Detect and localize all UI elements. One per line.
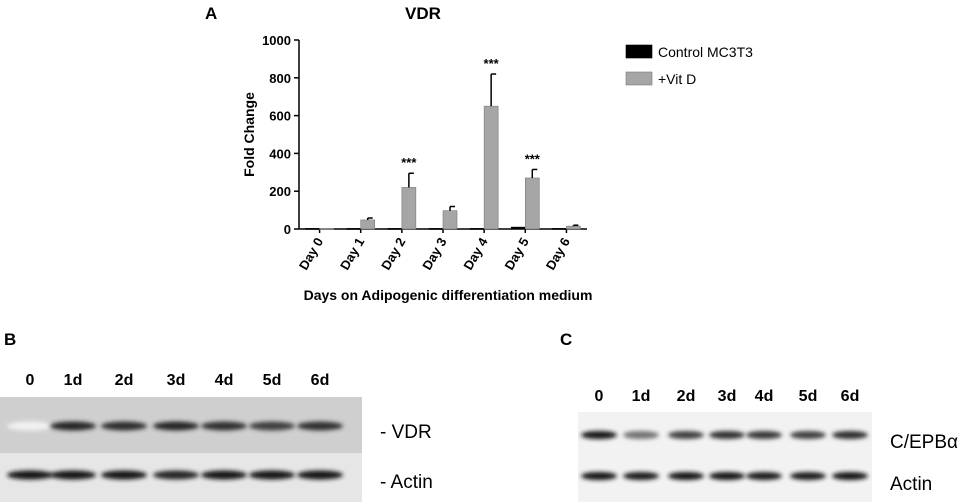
bar [483,105,499,230]
bar [469,228,485,230]
panel-c-band [581,472,617,480]
legend-label: +Vit D [658,71,696,87]
x-tick-label: Day 3 [419,235,449,273]
panel-b-band [153,470,199,480]
panel-c-lane-label: 1d [631,388,651,405]
panel-c-letter: C [560,330,573,349]
significance-label: *** [525,151,541,166]
bar [305,228,320,230]
significance-label: *** [401,155,417,170]
legend-swatch [625,71,653,86]
panel-c-lane-label: 4d [754,388,774,405]
x-axis-label: Days on Adipogenic differentiation mediu… [304,287,593,303]
bar [442,210,458,230]
y-axis-label: Fold Change [241,92,257,177]
panel-b-blot [0,397,362,502]
panel-c-band [790,431,826,439]
panel-c-band [832,431,868,439]
bar [360,219,376,230]
significance-label: *** [484,56,500,71]
panel-b-band-label-actin: - Actin [380,472,433,493]
panel-b-lane-label: 1d [63,372,83,389]
panel-c-band [790,472,826,480]
x-tick-label: Day 6 [543,235,573,273]
panel-b-band [101,421,147,431]
chart-title: VDR [405,4,441,23]
panel-b-band [50,421,96,431]
panel-c-blot [578,412,872,502]
panel-b-lane-label: 4d [214,372,234,389]
bar [319,228,334,230]
y-tick-label: 800 [269,71,291,86]
bar [401,187,417,230]
legend-label: Control MC3T3 [658,44,753,60]
panel-c-lane-label: 5d [798,388,818,405]
panel-c-band [668,472,704,480]
panel-b-letter: B [4,330,17,349]
panel-c-membrane [578,412,872,502]
bar [510,226,526,230]
panel-c-band-label-cebpa: C/EPBα [890,432,959,453]
panel-c-lane-label: 0 [594,388,604,405]
panel-c-band [623,431,659,439]
panel-b-lane-label: 6d [310,372,330,389]
panel-b-band [201,421,247,431]
y-tick-label: 1000 [262,33,291,48]
panel-c-band [709,431,745,439]
legend-swatch [625,44,653,59]
panel-b-band [153,421,199,431]
bar [524,177,540,230]
vdr-bar-chart: VDR 0 200 400 600 800 1000 Fold Change Day 0 Day … [241,4,753,303]
bar [387,228,403,230]
panel-b-band [249,421,295,431]
y-tick-label: 600 [269,109,291,124]
panel-c-lane-label: 3d [717,388,737,405]
panel-b-band [101,470,147,480]
panel-a-letter: A [205,4,218,23]
panel-c-band [746,472,782,480]
panel-b-band [297,470,343,480]
bar [428,228,444,230]
panel-c-lane-label: 2d [676,388,696,405]
panel-c-band [832,472,868,480]
x-tick-label: Day 0 [296,235,326,273]
panel-c-band [581,431,617,439]
panel-b-lane-label: 3d [166,372,186,389]
bar [552,228,567,230]
panel-c-band [746,431,782,439]
bar [566,225,581,230]
panel-b-lane-label: 5d [262,372,282,389]
panel-b-band [249,470,295,480]
y-tick-label: 200 [269,184,291,199]
y-tick-label: 400 [269,146,291,161]
x-tick-label: Day 5 [502,235,532,273]
panel-c-band [709,472,745,480]
bar [346,228,362,230]
panel-b-band [50,470,96,480]
x-tick-label: Day 1 [337,235,367,273]
x-tick-label: Day 4 [460,234,491,272]
panel-b-lane-label: 2d [114,372,134,389]
panel-c-band [668,431,704,439]
panel-b-band [201,470,247,480]
panel-c-band [623,472,659,480]
panel-b-band [7,470,53,480]
panel-b-lane-label: 0 [25,372,35,389]
panel-b-band-label-vdr: - VDR [380,422,432,443]
panel-b-band [7,421,53,431]
y-tick-label: 0 [284,222,291,237]
panel-c-band-label-actin: Actin [890,474,933,495]
panel-b-band [297,421,343,431]
x-tick-label: Day 2 [378,235,408,273]
panel-c-lane-label: 6d [840,388,860,405]
